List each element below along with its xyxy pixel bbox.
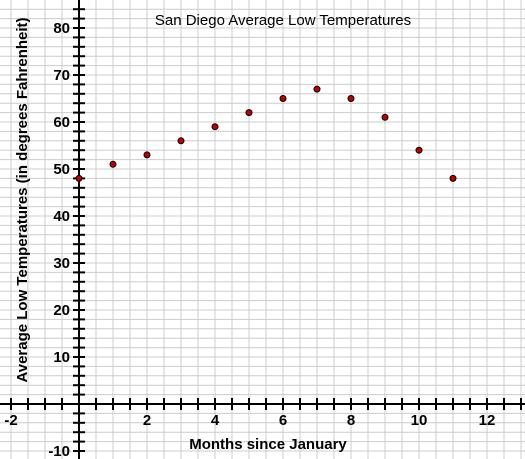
data-point xyxy=(143,151,151,159)
x-tick-label: 8 xyxy=(347,412,355,429)
y-tick-label: 40 xyxy=(53,208,70,225)
data-point xyxy=(211,123,219,131)
chart-title: San Diego Average Low Temperatures xyxy=(155,12,411,29)
data-point xyxy=(279,95,287,102)
y-axis-label: Average Low Temperatures (in degrees Fah… xyxy=(14,17,31,382)
ticks-layer xyxy=(10,8,522,452)
x-tick-label: 10 xyxy=(411,412,428,429)
y-tick-label: 20 xyxy=(53,302,70,319)
data-point xyxy=(449,174,457,182)
y-tick-label: 60 xyxy=(53,114,70,131)
y-tick-label: 30 xyxy=(53,255,70,272)
data-point xyxy=(415,146,423,154)
x-tick-label: 4 xyxy=(211,412,220,429)
data-point xyxy=(177,137,185,145)
y-tick-label: 50 xyxy=(53,161,70,178)
y-tick-label: 80 xyxy=(53,20,70,37)
data-point xyxy=(75,174,83,182)
data-point xyxy=(381,113,389,121)
data-point xyxy=(109,160,117,168)
x-tick-label: 6 xyxy=(279,412,287,429)
x-tick-label: 12 xyxy=(479,412,496,429)
x-tick-label: 2 xyxy=(143,412,151,429)
y-tick-label: 70 xyxy=(53,67,70,84)
data-point xyxy=(245,109,253,117)
tick-labels-layer: -2 2 4 6 8 10 12 -10 10 20 30 40 50 60 70 80 xyxy=(4,20,495,459)
y-tick-label: -10 xyxy=(48,443,70,459)
data-point xyxy=(313,85,321,93)
x-axis-label: Months since January xyxy=(189,436,347,453)
data-points-layer xyxy=(75,85,457,182)
data-point xyxy=(347,95,355,102)
y-tick-label: 10 xyxy=(53,349,70,366)
x-tick-label: -2 xyxy=(4,412,17,429)
